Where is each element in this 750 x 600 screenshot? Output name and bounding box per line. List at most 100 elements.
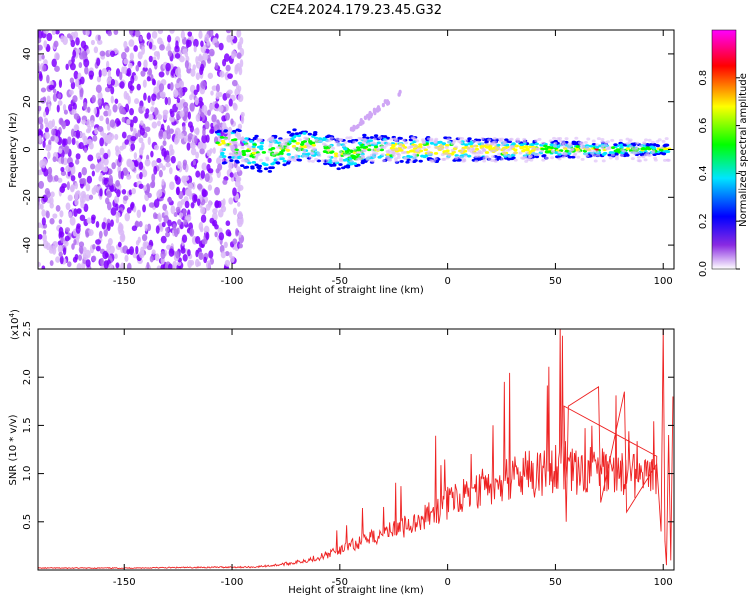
signal-fringe-cell	[583, 152, 588, 156]
signal-cell	[521, 145, 526, 149]
noise-cell	[165, 227, 170, 233]
signal-cell	[367, 148, 372, 152]
signal-fringe-cell	[401, 138, 406, 142]
noise-cell	[203, 225, 210, 234]
noise-cell	[154, 253, 160, 262]
noise-cell	[128, 189, 133, 196]
signal-fringe-cell	[552, 136, 557, 140]
signal-fringe-cell	[348, 136, 353, 140]
noise-cell	[87, 154, 94, 162]
signal-fringe-cell	[391, 151, 396, 155]
signal-fringe-cell	[270, 136, 275, 140]
signal-fringe-cell	[666, 158, 671, 162]
signal-fringe-cell	[245, 154, 250, 158]
noise-cell	[44, 131, 50, 140]
signal-fringe-cell	[493, 143, 498, 147]
signal-fringe-cell	[557, 150, 562, 154]
noise-cell	[238, 66, 243, 76]
noise-cell	[73, 70, 79, 80]
signal-fringe-cell	[394, 147, 399, 151]
signal-fringe-cell	[447, 153, 452, 157]
noise-cell	[187, 249, 191, 257]
signal-fringe-cell	[331, 159, 336, 163]
signal-fringe-cell	[480, 142, 485, 146]
signal-fringe-cell	[279, 142, 284, 146]
signal-fringe-cell	[352, 147, 357, 151]
noise-cell	[145, 183, 151, 193]
signal-fringe-cell	[592, 154, 597, 158]
noise-cell	[68, 162, 74, 168]
signal-cell	[571, 140, 577, 144]
signal-cell	[429, 141, 435, 145]
noise-cell	[211, 114, 217, 123]
signal-fringe-cell	[629, 145, 634, 149]
noise-cell	[205, 203, 211, 211]
noise-cell	[137, 51, 143, 60]
noise-cell	[42, 194, 48, 203]
noise-cell	[109, 119, 116, 128]
noise-cell	[52, 156, 57, 163]
noise-cell	[199, 148, 205, 155]
signal-fringe-cell	[553, 141, 558, 145]
signal-fringe-cell	[503, 153, 508, 157]
noise-cell	[205, 134, 210, 143]
noise-cell	[75, 129, 81, 139]
signal-fringe-cell	[223, 137, 228, 141]
signal-fringe-cell	[371, 141, 376, 145]
signal-fringe-cell	[228, 152, 233, 156]
noise-cell	[165, 231, 170, 238]
signal-fringe-cell	[266, 138, 271, 142]
signal-fringe-cell	[421, 139, 426, 143]
signal-fringe-cell	[228, 144, 233, 148]
noise-cell	[44, 127, 49, 134]
noise-cell	[78, 141, 84, 150]
signal-fringe-cell	[497, 152, 502, 156]
noise-cell	[158, 162, 164, 169]
signal-cell	[307, 132, 313, 136]
noise-cell	[138, 137, 144, 144]
signal-fringe-cell	[329, 136, 334, 140]
noise-cell	[48, 84, 55, 91]
noise-cell	[169, 144, 174, 152]
noise-cell	[126, 67, 132, 77]
signal-fringe-cell	[286, 138, 291, 142]
signal-cell	[554, 151, 559, 154]
noise-cell	[200, 40, 204, 47]
noise-cell	[124, 254, 129, 262]
signal-cell	[235, 160, 240, 164]
noise-cell	[228, 98, 233, 107]
noise-cell	[38, 201, 41, 210]
noise-cell	[147, 223, 152, 232]
noise-cell	[138, 183, 144, 189]
noise-cell	[224, 250, 230, 257]
noise-cell	[142, 79, 147, 88]
noise-cell	[75, 153, 81, 160]
noise-cell	[176, 97, 181, 104]
signal-fringe-cell	[276, 157, 281, 161]
noise-cell	[237, 43, 243, 50]
noise-cell	[147, 113, 154, 121]
signal-fringe-cell	[471, 148, 476, 152]
signal-fringe-cell	[513, 158, 518, 162]
noise-cell	[158, 71, 165, 78]
noise-cell	[121, 189, 127, 195]
noise-cell	[73, 238, 77, 246]
noise-cell	[155, 225, 160, 234]
noise-cell	[175, 250, 180, 259]
noise-cell	[182, 159, 188, 167]
signal-cell	[268, 166, 273, 170]
noise-cell	[240, 111, 245, 118]
signal-fringe-cell	[577, 141, 582, 145]
noise-cell	[38, 169, 42, 176]
noise-cell	[184, 60, 189, 69]
noise-cell	[99, 147, 105, 156]
signal-fringe-cell	[318, 139, 323, 143]
noise-cell	[52, 93, 58, 102]
noise-cell	[214, 224, 219, 230]
noise-cell	[98, 175, 102, 182]
noise-cell	[215, 91, 220, 100]
noise-cell	[85, 259, 91, 268]
noise-cell	[97, 126, 104, 133]
noise-cell	[174, 174, 179, 182]
signal-cell	[249, 139, 254, 143]
